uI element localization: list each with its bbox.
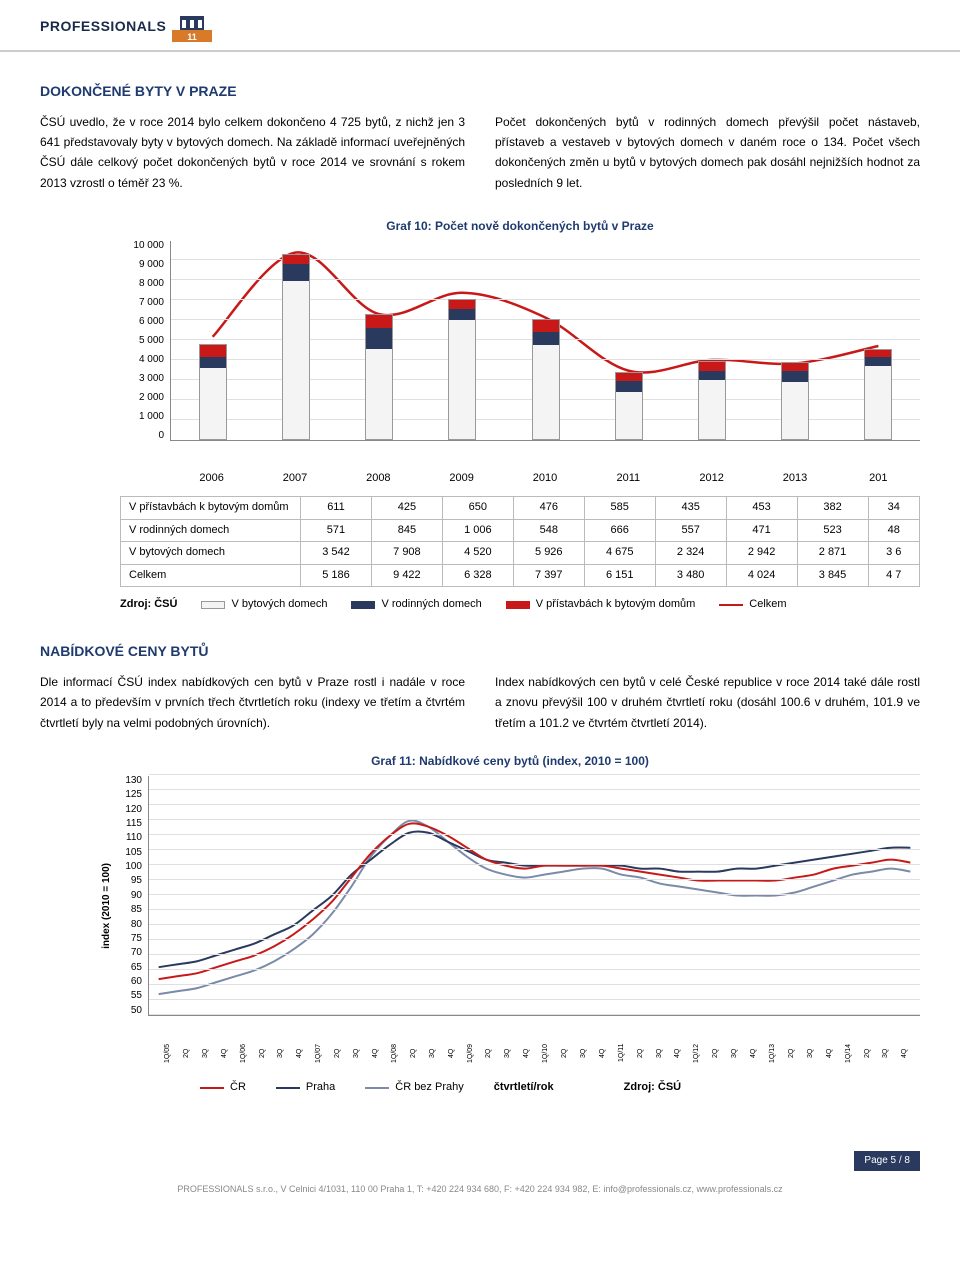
section1-title: DOKONČENÉ BYTY V PRAZE <box>40 82 920 102</box>
section1-body: ČSÚ uvedlo, že v roce 2014 bylo celkem d… <box>40 112 920 194</box>
table-row: V rodinných domech5718451 00654866655747… <box>121 519 920 541</box>
legend-bytove: V bytových domech <box>201 597 327 612</box>
chart11-yaxis: 1301251201151101051009590858075706560555… <box>118 776 148 1016</box>
section1-col-right: Počet dokončených bytů v rodinných domec… <box>495 112 920 194</box>
legend-cr: ČR <box>200 1080 246 1095</box>
logo: PROFESSIONALS 11 <box>40 12 212 42</box>
chart11-xnote: čtvrtletí/rok <box>494 1080 554 1095</box>
table-row: V bytových domech3 5427 9084 5205 9264 6… <box>121 542 920 564</box>
chart11-title: Graf 11: Nabídkové ceny bytů (index, 201… <box>100 753 920 770</box>
table-row: V přístavbách k bytovým domům61142565047… <box>121 497 920 519</box>
legend-celkem: Celkem <box>719 597 786 612</box>
legend-pristavby: V přístavbách k bytovým domům <box>506 597 696 612</box>
logo-icon: 11 <box>172 12 212 42</box>
chart10-title: Graf 10: Počet nově dokončených bytů v P… <box>120 218 920 235</box>
bar-2006 <box>199 344 227 440</box>
section2-col-left: Dle informací ČSÚ index nabídkových cen … <box>40 672 465 733</box>
legend-bezprahy: ČR bez Prahy <box>365 1080 463 1095</box>
bar-2012 <box>698 361 726 440</box>
bar-201 <box>864 349 892 440</box>
bar-2008 <box>365 314 393 440</box>
table-row: Celkem5 1869 4226 3287 3976 1513 4804 02… <box>121 564 920 586</box>
brand-text: PROFESSIONALS <box>40 17 166 37</box>
bar-2010 <box>532 319 560 440</box>
chart10-table: V přístavbách k bytovým domům61142565047… <box>120 496 920 587</box>
chart11-ylabel: index (2010 = 100) <box>100 863 114 949</box>
page-number: Page 5 / 8 <box>854 1151 920 1171</box>
chart10-xaxis: 20062007200820092010201120122013201 <box>170 471 920 486</box>
footer: Page 5 / 8 PROFESSIONALS s.r.o., V Celni… <box>0 1145 960 1202</box>
chart11-plot <box>148 776 920 1016</box>
legend-rodinne: V rodinných domech <box>351 597 481 612</box>
header: PROFESSIONALS 11 <box>0 0 960 52</box>
legend-praha: Praha <box>276 1080 335 1095</box>
bar-2007 <box>282 254 310 440</box>
chart11-lines <box>149 776 920 1015</box>
section2-title: NABÍDKOVÉ CENY BYTŮ <box>40 642 920 662</box>
bar-2011 <box>615 372 643 440</box>
chart10-plot <box>170 241 920 441</box>
chart11-xaxis: 1Q/052Q3Q4Q1Q/062Q3Q4Q1Q/072Q3Q4Q1Q/082Q… <box>164 1038 920 1068</box>
chart10-legend: Zdroj: ČSÚ V bytových domech V rodinných… <box>120 597 920 612</box>
svg-text:11: 11 <box>188 32 198 42</box>
chart10: Graf 10: Počet nově dokončených bytů v P… <box>120 218 920 612</box>
chart10-source: Zdroj: ČSÚ <box>120 597 177 612</box>
bar-2009 <box>448 299 476 440</box>
footer-company: PROFESSIONALS s.r.o., V Celnici 4/1031, … <box>40 1183 920 1196</box>
chart11-legend: ČR Praha ČR bez Prahy čtvrtletí/rok Zdro… <box>200 1080 920 1095</box>
chart11-source: Zdroj: ČSÚ <box>624 1080 681 1095</box>
bar-2013 <box>781 362 809 439</box>
chart10-yaxis: 10 0009 0008 0007 0006 0005 0004 0003 00… <box>120 241 170 441</box>
section2-body: Dle informací ČSÚ index nabídkových cen … <box>40 672 920 733</box>
section2-col-right: Index nabídkových cen bytů v celé České … <box>495 672 920 733</box>
chart11: Graf 11: Nabídkové ceny bytů (index, 201… <box>100 753 920 1095</box>
section1-col-left: ČSÚ uvedlo, že v roce 2014 bylo celkem d… <box>40 112 465 194</box>
